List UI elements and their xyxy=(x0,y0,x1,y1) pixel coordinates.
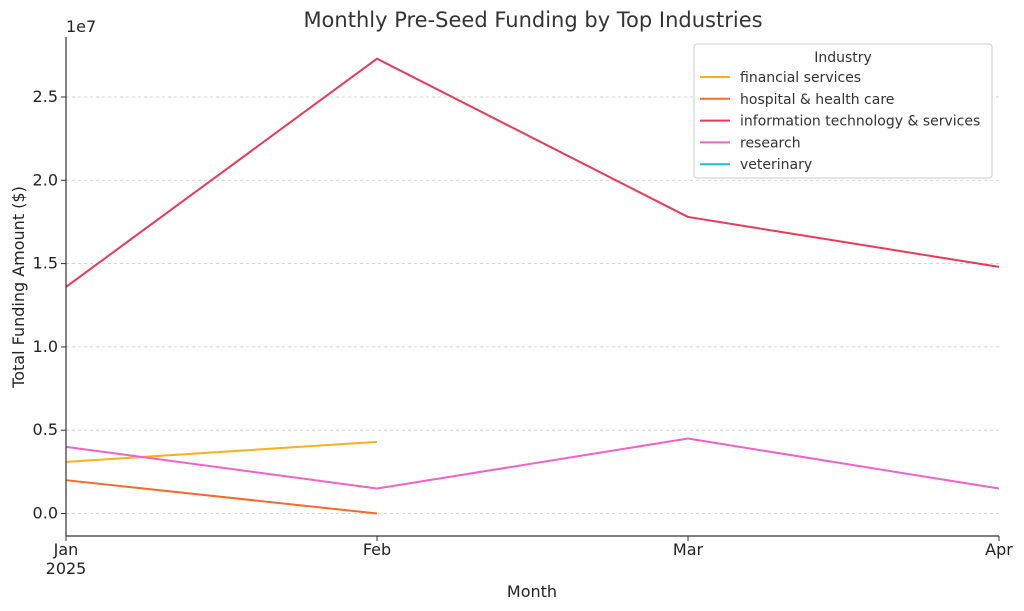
x-year-label: 2025 xyxy=(46,559,87,578)
x-tick-label: Jan xyxy=(53,540,79,559)
x-tick-label: Apr xyxy=(985,540,1013,559)
y-tick-label: 2.5 xyxy=(33,87,58,106)
legend-box xyxy=(693,43,993,179)
y-axis-label: Total Funding Amount ($) xyxy=(9,186,28,389)
legend-label: veterinary xyxy=(740,157,812,173)
x-tick-label: Feb xyxy=(363,540,391,559)
legend-items: financial services hospital & health care… xyxy=(700,70,980,173)
y-tick-label: 1.0 xyxy=(33,337,58,356)
legend: Industry financial services hospital & he… xyxy=(693,43,993,179)
y-ticks: 0.0 0.5 1.0 1.5 2.0 2.5 xyxy=(33,87,66,523)
y-offset-label: 1e7 xyxy=(66,17,96,36)
series-line-1 xyxy=(65,479,378,515)
legend-label: information technology & services xyxy=(740,114,980,130)
series-lines xyxy=(65,57,1000,515)
legend-label: hospital & health care xyxy=(740,92,894,108)
y-tick-label: 0.0 xyxy=(33,504,58,523)
y-tick-label: 1.5 xyxy=(33,254,58,273)
legend-title: Industry xyxy=(814,50,872,66)
y-tick-label: 0.5 xyxy=(33,420,58,439)
axes xyxy=(65,37,999,537)
legend-label: research xyxy=(740,135,801,151)
x-axis-label: Month xyxy=(507,582,557,601)
y-tick-label: 2.0 xyxy=(33,170,58,189)
x-ticks: Jan Feb Mar Apr xyxy=(53,536,1013,559)
series-line-3 xyxy=(65,437,1000,490)
x-tick-label: Mar xyxy=(673,540,704,559)
legend-label: financial services xyxy=(740,70,861,86)
chart-title: Monthly Pre-Seed Funding by Top Industri… xyxy=(303,8,762,32)
series-line-0 xyxy=(65,440,378,463)
series-line-2 xyxy=(65,57,1000,288)
